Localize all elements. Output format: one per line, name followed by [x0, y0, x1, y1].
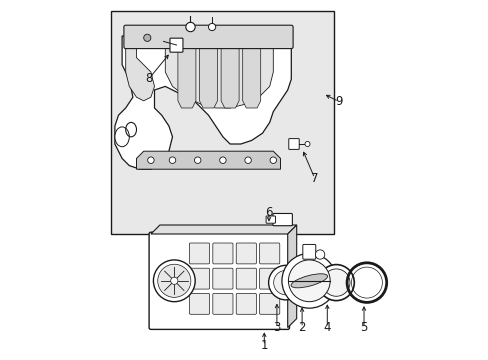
Circle shape — [153, 260, 195, 302]
Text: 5: 5 — [360, 321, 367, 334]
FancyBboxPatch shape — [259, 293, 279, 314]
Text: 8: 8 — [145, 72, 152, 85]
Text: 2: 2 — [298, 321, 305, 334]
Ellipse shape — [290, 274, 327, 288]
Polygon shape — [151, 225, 296, 234]
FancyBboxPatch shape — [272, 213, 292, 226]
Circle shape — [288, 260, 329, 302]
FancyBboxPatch shape — [288, 139, 299, 149]
Ellipse shape — [115, 127, 129, 147]
FancyBboxPatch shape — [236, 268, 256, 289]
Text: 7: 7 — [310, 172, 318, 185]
Polygon shape — [115, 36, 291, 169]
Text: 1: 1 — [260, 339, 267, 352]
Circle shape — [147, 157, 154, 163]
FancyBboxPatch shape — [212, 243, 232, 264]
Circle shape — [322, 269, 349, 296]
Circle shape — [185, 22, 195, 32]
Circle shape — [208, 23, 215, 31]
FancyBboxPatch shape — [149, 232, 289, 329]
FancyBboxPatch shape — [302, 244, 315, 259]
FancyBboxPatch shape — [189, 268, 209, 289]
Circle shape — [273, 270, 298, 295]
FancyBboxPatch shape — [212, 293, 232, 314]
Circle shape — [170, 277, 178, 284]
Polygon shape — [165, 43, 273, 108]
Circle shape — [143, 34, 151, 41]
Text: 9: 9 — [334, 95, 342, 108]
Circle shape — [305, 141, 309, 147]
Circle shape — [268, 265, 303, 300]
Text: 6: 6 — [264, 206, 272, 219]
Ellipse shape — [286, 263, 295, 299]
FancyBboxPatch shape — [212, 268, 232, 289]
Polygon shape — [221, 43, 239, 108]
FancyBboxPatch shape — [236, 243, 256, 264]
Text: 3: 3 — [273, 321, 280, 334]
FancyBboxPatch shape — [111, 11, 334, 234]
FancyBboxPatch shape — [123, 25, 292, 49]
Circle shape — [318, 265, 354, 301]
Polygon shape — [287, 225, 296, 328]
Circle shape — [169, 157, 175, 163]
Circle shape — [244, 157, 251, 163]
Text: 4: 4 — [323, 321, 330, 334]
Polygon shape — [125, 43, 154, 101]
FancyBboxPatch shape — [189, 293, 209, 314]
Circle shape — [269, 157, 276, 163]
Polygon shape — [136, 151, 280, 169]
FancyBboxPatch shape — [259, 243, 279, 264]
FancyBboxPatch shape — [259, 268, 279, 289]
Circle shape — [219, 157, 225, 163]
Circle shape — [194, 157, 201, 163]
FancyBboxPatch shape — [170, 38, 183, 52]
Polygon shape — [199, 43, 217, 108]
Circle shape — [282, 253, 336, 308]
FancyBboxPatch shape — [189, 243, 209, 264]
FancyBboxPatch shape — [265, 216, 275, 223]
Circle shape — [315, 250, 324, 259]
Polygon shape — [242, 43, 260, 108]
FancyBboxPatch shape — [236, 293, 256, 314]
Circle shape — [158, 264, 190, 297]
Polygon shape — [178, 43, 196, 108]
